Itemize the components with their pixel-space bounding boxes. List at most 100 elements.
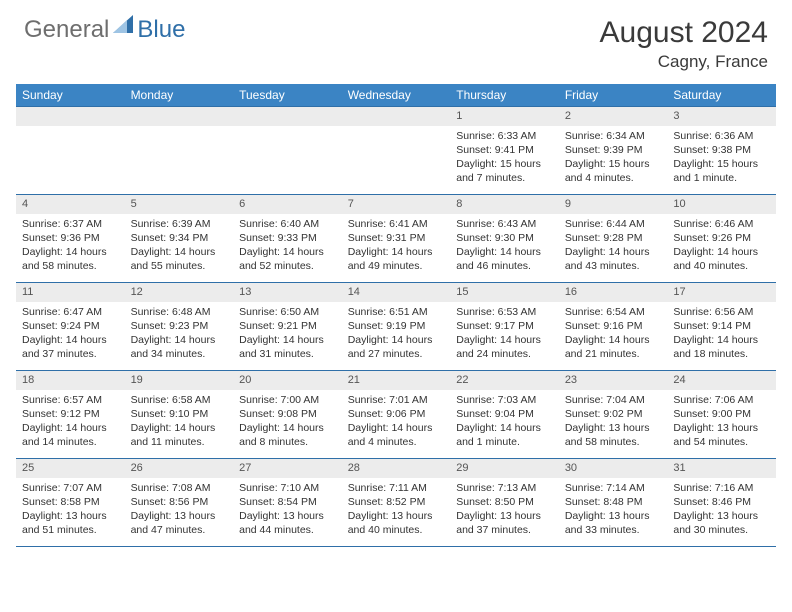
sunrise-text: Sunrise: 6:33 AM [456,129,553,143]
day-body [342,126,451,133]
sunset-text: Sunset: 9:21 PM [239,319,336,333]
sunrise-text: Sunrise: 6:53 AM [456,305,553,319]
day-number: 17 [667,283,776,302]
day-number: 25 [16,459,125,478]
sunrise-text: Sunrise: 6:58 AM [131,393,228,407]
day-number: 18 [16,371,125,390]
sunrise-text: Sunrise: 7:00 AM [239,393,336,407]
daylight-text: Daylight: 13 hours and 47 minutes. [131,509,228,537]
day-number: 14 [342,283,451,302]
day-body: Sunrise: 6:36 AMSunset: 9:38 PMDaylight:… [667,126,776,190]
day-number: 6 [233,195,342,214]
sunset-text: Sunset: 9:02 PM [565,407,662,421]
logo-text-blue: Blue [137,16,185,44]
day-number: 13 [233,283,342,302]
sunset-text: Sunset: 9:16 PM [565,319,662,333]
weekday-header: Friday [559,84,668,107]
daylight-text: Daylight: 14 hours and 40 minutes. [673,245,770,273]
day-number: 9 [559,195,668,214]
day-cell: 11Sunrise: 6:47 AMSunset: 9:24 PMDayligh… [16,283,125,371]
sunrise-text: Sunrise: 6:57 AM [22,393,119,407]
day-number: 29 [450,459,559,478]
weekday-header: Wednesday [342,84,451,107]
daylight-text: Daylight: 15 hours and 1 minute. [673,157,770,185]
sunset-text: Sunset: 9:14 PM [673,319,770,333]
sunset-text: Sunset: 9:31 PM [348,231,445,245]
day-cell: 3Sunrise: 6:36 AMSunset: 9:38 PMDaylight… [667,107,776,195]
sunrise-text: Sunrise: 7:08 AM [131,481,228,495]
weekday-header: Tuesday [233,84,342,107]
sunrise-text: Sunrise: 6:43 AM [456,217,553,231]
day-number: 22 [450,371,559,390]
sunset-text: Sunset: 9:33 PM [239,231,336,245]
day-cell: 8Sunrise: 6:43 AMSunset: 9:30 PMDaylight… [450,195,559,283]
sunrise-text: Sunrise: 6:47 AM [22,305,119,319]
day-number: 15 [450,283,559,302]
day-cell: 12Sunrise: 6:48 AMSunset: 9:23 PMDayligh… [125,283,234,371]
sunrise-text: Sunrise: 7:10 AM [239,481,336,495]
title-block: August 2024 Cagny, France [600,16,768,72]
daylight-text: Daylight: 13 hours and 37 minutes. [456,509,553,537]
sunset-text: Sunset: 8:54 PM [239,495,336,509]
daylight-text: Daylight: 14 hours and 18 minutes. [673,333,770,361]
day-cell: 20Sunrise: 7:00 AMSunset: 9:08 PMDayligh… [233,371,342,459]
sunset-text: Sunset: 9:17 PM [456,319,553,333]
day-cell: 28Sunrise: 7:11 AMSunset: 8:52 PMDayligh… [342,459,451,547]
weekday-header: Sunday [16,84,125,107]
day-body [125,126,234,133]
daylight-text: Daylight: 14 hours and 1 minute. [456,421,553,449]
daylight-text: Daylight: 14 hours and 58 minutes. [22,245,119,273]
day-number [125,107,234,126]
day-number: 28 [342,459,451,478]
day-body: Sunrise: 6:43 AMSunset: 9:30 PMDaylight:… [450,214,559,278]
sunset-text: Sunset: 9:23 PM [131,319,228,333]
daylight-text: Daylight: 14 hours and 52 minutes. [239,245,336,273]
daylight-text: Daylight: 14 hours and 21 minutes. [565,333,662,361]
sunset-text: Sunset: 9:39 PM [565,143,662,157]
sunset-text: Sunset: 9:36 PM [22,231,119,245]
day-number [342,107,451,126]
day-cell: 27Sunrise: 7:10 AMSunset: 8:54 PMDayligh… [233,459,342,547]
sunset-text: Sunset: 9:06 PM [348,407,445,421]
sunrise-text: Sunrise: 6:44 AM [565,217,662,231]
calendar-week-row: 11Sunrise: 6:47 AMSunset: 9:24 PMDayligh… [16,283,776,371]
weekday-header-row: Sunday Monday Tuesday Wednesday Thursday… [16,84,776,107]
sunset-text: Sunset: 8:46 PM [673,495,770,509]
daylight-text: Daylight: 13 hours and 51 minutes. [22,509,119,537]
day-cell: 18Sunrise: 6:57 AMSunset: 9:12 PMDayligh… [16,371,125,459]
sunset-text: Sunset: 9:08 PM [239,407,336,421]
day-number [233,107,342,126]
sunset-text: Sunset: 9:30 PM [456,231,553,245]
location-label: Cagny, France [600,52,768,72]
sunset-text: Sunset: 9:38 PM [673,143,770,157]
daylight-text: Daylight: 14 hours and 27 minutes. [348,333,445,361]
day-cell [342,107,451,195]
day-body: Sunrise: 7:01 AMSunset: 9:06 PMDaylight:… [342,390,451,454]
day-cell [233,107,342,195]
month-title: August 2024 [600,16,768,50]
day-body: Sunrise: 7:10 AMSunset: 8:54 PMDaylight:… [233,478,342,542]
sunrise-text: Sunrise: 6:51 AM [348,305,445,319]
daylight-text: Daylight: 14 hours and 37 minutes. [22,333,119,361]
day-number: 5 [125,195,234,214]
daylight-text: Daylight: 14 hours and 31 minutes. [239,333,336,361]
day-cell: 2Sunrise: 6:34 AMSunset: 9:39 PMDaylight… [559,107,668,195]
day-cell: 31Sunrise: 7:16 AMSunset: 8:46 PMDayligh… [667,459,776,547]
daylight-text: Daylight: 14 hours and 49 minutes. [348,245,445,273]
day-cell: 17Sunrise: 6:56 AMSunset: 9:14 PMDayligh… [667,283,776,371]
day-body: Sunrise: 6:51 AMSunset: 9:19 PMDaylight:… [342,302,451,366]
day-body [233,126,342,133]
sunset-text: Sunset: 9:41 PM [456,143,553,157]
sunrise-text: Sunrise: 6:40 AM [239,217,336,231]
sunrise-text: Sunrise: 6:34 AM [565,129,662,143]
day-cell: 13Sunrise: 6:50 AMSunset: 9:21 PMDayligh… [233,283,342,371]
day-number: 1 [450,107,559,126]
day-body: Sunrise: 7:13 AMSunset: 8:50 PMDaylight:… [450,478,559,542]
day-cell: 14Sunrise: 6:51 AMSunset: 9:19 PMDayligh… [342,283,451,371]
day-body: Sunrise: 6:48 AMSunset: 9:23 PMDaylight:… [125,302,234,366]
sunset-text: Sunset: 8:48 PM [565,495,662,509]
day-body: Sunrise: 7:03 AMSunset: 9:04 PMDaylight:… [450,390,559,454]
day-body: Sunrise: 7:11 AMSunset: 8:52 PMDaylight:… [342,478,451,542]
day-number: 3 [667,107,776,126]
day-body: Sunrise: 6:54 AMSunset: 9:16 PMDaylight:… [559,302,668,366]
